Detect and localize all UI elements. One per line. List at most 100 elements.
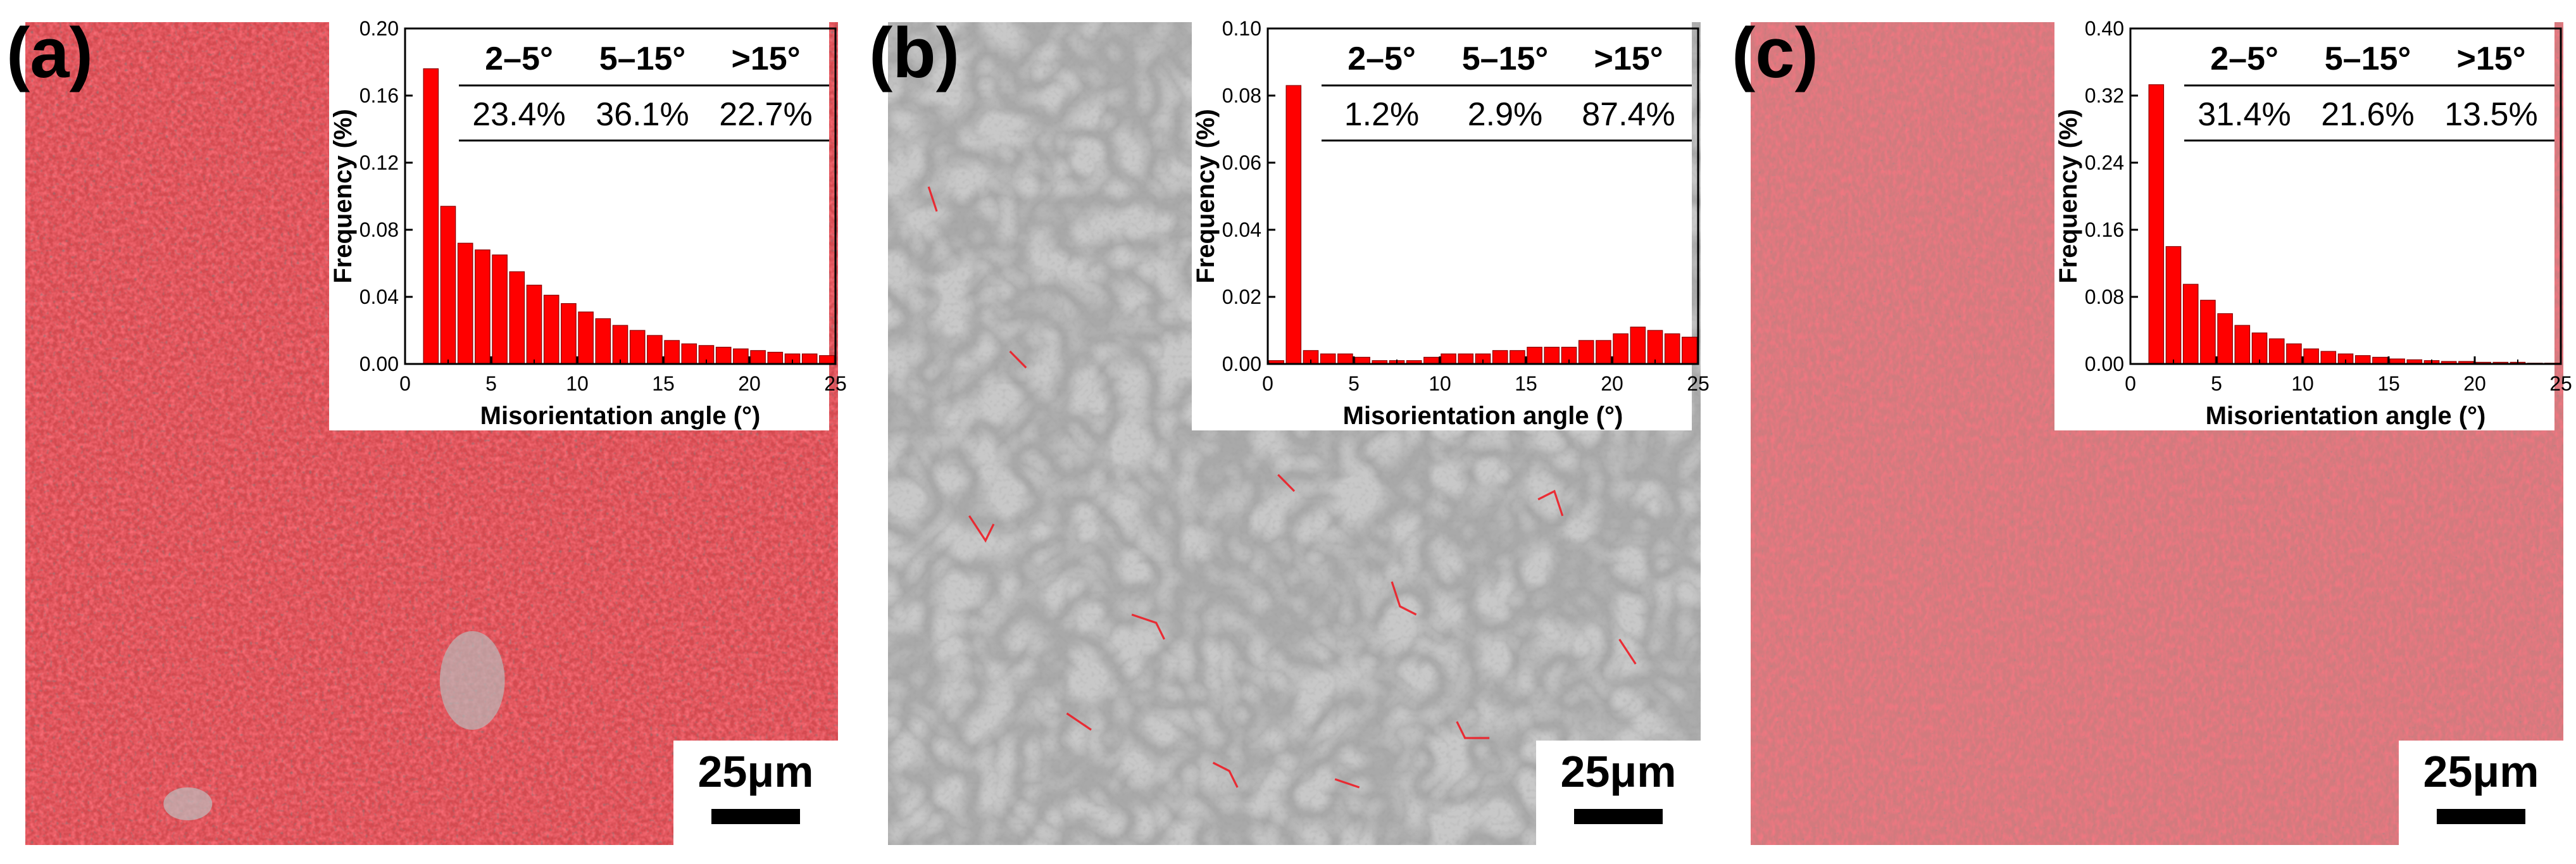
table-header: >15° <box>731 41 800 77</box>
histogram-bar <box>2286 343 2302 365</box>
y-tick-label: 0.08 <box>360 218 399 241</box>
x-tick-label: 20 <box>2463 372 2486 395</box>
y-tick-label: 0.06 <box>1222 151 1261 174</box>
histogram-bar <box>526 284 542 365</box>
scale-bar-line <box>711 809 800 824</box>
scale-bar-label: 25μm <box>1560 747 1677 796</box>
histogram-bar <box>2354 355 2371 365</box>
scale-bar-a: 25μm <box>673 741 838 845</box>
histogram-bar <box>1510 350 1525 365</box>
histogram-bar <box>440 206 456 365</box>
scale-bar-label: 25μm <box>2423 747 2539 796</box>
histogram-bar <box>612 325 628 365</box>
x-tick-label: 10 <box>2291 372 2314 395</box>
histogram-bar <box>1458 353 1474 365</box>
table-header: 2–5° <box>2210 41 2279 77</box>
table-header: 2–5° <box>1347 41 1416 77</box>
histogram-bar <box>2251 332 2268 365</box>
histogram-bar <box>1664 333 1680 365</box>
panel-label-a: (a) <box>6 13 93 92</box>
y-tick-label: 0.02 <box>1222 285 1261 308</box>
histogram-bar <box>1613 333 1629 365</box>
y-tick-label: 0.24 <box>2085 151 2124 174</box>
histogram-bar <box>750 350 766 365</box>
table-header: 5–15° <box>599 41 685 77</box>
x-tick-label: 15 <box>1515 372 1537 395</box>
histogram-bar <box>1423 356 1439 365</box>
x-axis-label: Misorientation angle (°) <box>2206 402 2486 430</box>
y-tick-label: 0.00 <box>360 353 399 375</box>
y-tick-label: 0.04 <box>1222 218 1261 241</box>
histogram-bar <box>595 318 611 365</box>
scale-bar-c: 25μm <box>2399 741 2563 845</box>
x-tick-label: 5 <box>1348 372 1360 395</box>
histogram-bar <box>578 311 594 365</box>
x-tick-label: 15 <box>2377 372 2400 395</box>
histogram-bar <box>819 355 835 365</box>
table-header: 2–5° <box>485 41 553 77</box>
histogram-bar <box>1441 353 1456 365</box>
scale-bar-line <box>1574 809 1663 824</box>
table-value: 87.4% <box>1582 96 1675 133</box>
y-tick-label: 0.12 <box>360 151 399 174</box>
histogram-bar <box>1527 346 1542 365</box>
scale-bar-b: 25μm <box>1536 741 1701 845</box>
x-tick-label: 25 <box>824 372 847 395</box>
y-axis-label: Frequency (%) <box>1192 109 1220 284</box>
histogram-bar <box>2200 299 2216 365</box>
y-tick-label: 0.16 <box>360 84 399 107</box>
x-tick-label: 10 <box>566 372 589 395</box>
x-tick-label: 20 <box>1601 372 1623 395</box>
histogram-c: 0 5 10 15 20 25 0.00 0.08 0.16 0.24 0.32 0.40 Misori… <box>2054 0 2573 430</box>
histogram-bar <box>681 343 697 365</box>
histogram-bar <box>492 254 508 365</box>
scale-bar-line <box>2437 809 2525 824</box>
x-axis-label: Misorientation angle (°) <box>480 402 761 430</box>
x-tick-label: 25 <box>2549 372 2572 395</box>
histogram-bar <box>1492 350 1508 365</box>
histogram-bar <box>2372 356 2388 365</box>
x-tick-label: 0 <box>1262 372 1273 395</box>
x-axis-label: Misorientation angle (°) <box>1343 402 1623 430</box>
x-tick-label: 25 <box>1687 372 1710 395</box>
histogram-bar <box>2182 284 2199 365</box>
histogram-bar <box>1354 356 1370 365</box>
histogram-bar <box>1337 353 1353 365</box>
histogram-b: 0 5 10 15 20 25 0.00 0.02 0.04 0.06 0.08 0.10 Misori… <box>1192 0 1711 430</box>
scale-bar-label: 25μm <box>697 747 814 796</box>
histogram-bar <box>2268 338 2285 365</box>
table-value: 23.4% <box>472 96 565 133</box>
histogram-bar <box>1320 353 1336 365</box>
y-tick-label: 0.00 <box>2085 353 2124 375</box>
histogram-bar <box>1285 85 1302 365</box>
panel-label-c: (c) <box>1732 13 1818 92</box>
histogram-bar <box>715 346 732 365</box>
table-value: 1.2% <box>1344 96 1420 133</box>
x-tick-label: 5 <box>485 372 497 395</box>
histogram-bar <box>561 303 577 365</box>
x-tick-label: 20 <box>738 372 761 395</box>
plot-frame <box>1266 27 1699 365</box>
table-header: >15° <box>1594 41 1663 77</box>
histogram-bar <box>475 249 491 365</box>
histogram-bar <box>2320 351 2337 365</box>
y-tick-label: 0.04 <box>360 285 399 308</box>
y-tick-label: 0.32 <box>2085 84 2124 107</box>
histogram-bar <box>1578 340 1594 365</box>
histogram-bar <box>801 353 818 365</box>
histogram-bar <box>2165 246 2182 365</box>
histogram-bar <box>2303 348 2319 365</box>
histogram-bar <box>2234 325 2251 365</box>
table-value: 2.9% <box>1468 96 1543 133</box>
x-tick-label: 15 <box>652 372 675 395</box>
histogram-bar <box>509 271 525 365</box>
histogram-bar <box>1647 330 1663 365</box>
y-tick-label: 0.10 <box>1222 17 1261 40</box>
histogram-bar <box>457 242 473 365</box>
histogram-bar <box>629 330 646 365</box>
table-value: 36.1% <box>596 96 689 133</box>
y-tick-label: 0.08 <box>2085 285 2124 308</box>
panel-label-b: (b) <box>869 13 960 92</box>
y-axis-label: Frequency (%) <box>2054 109 2082 284</box>
x-tick-label: 10 <box>1429 372 1451 395</box>
